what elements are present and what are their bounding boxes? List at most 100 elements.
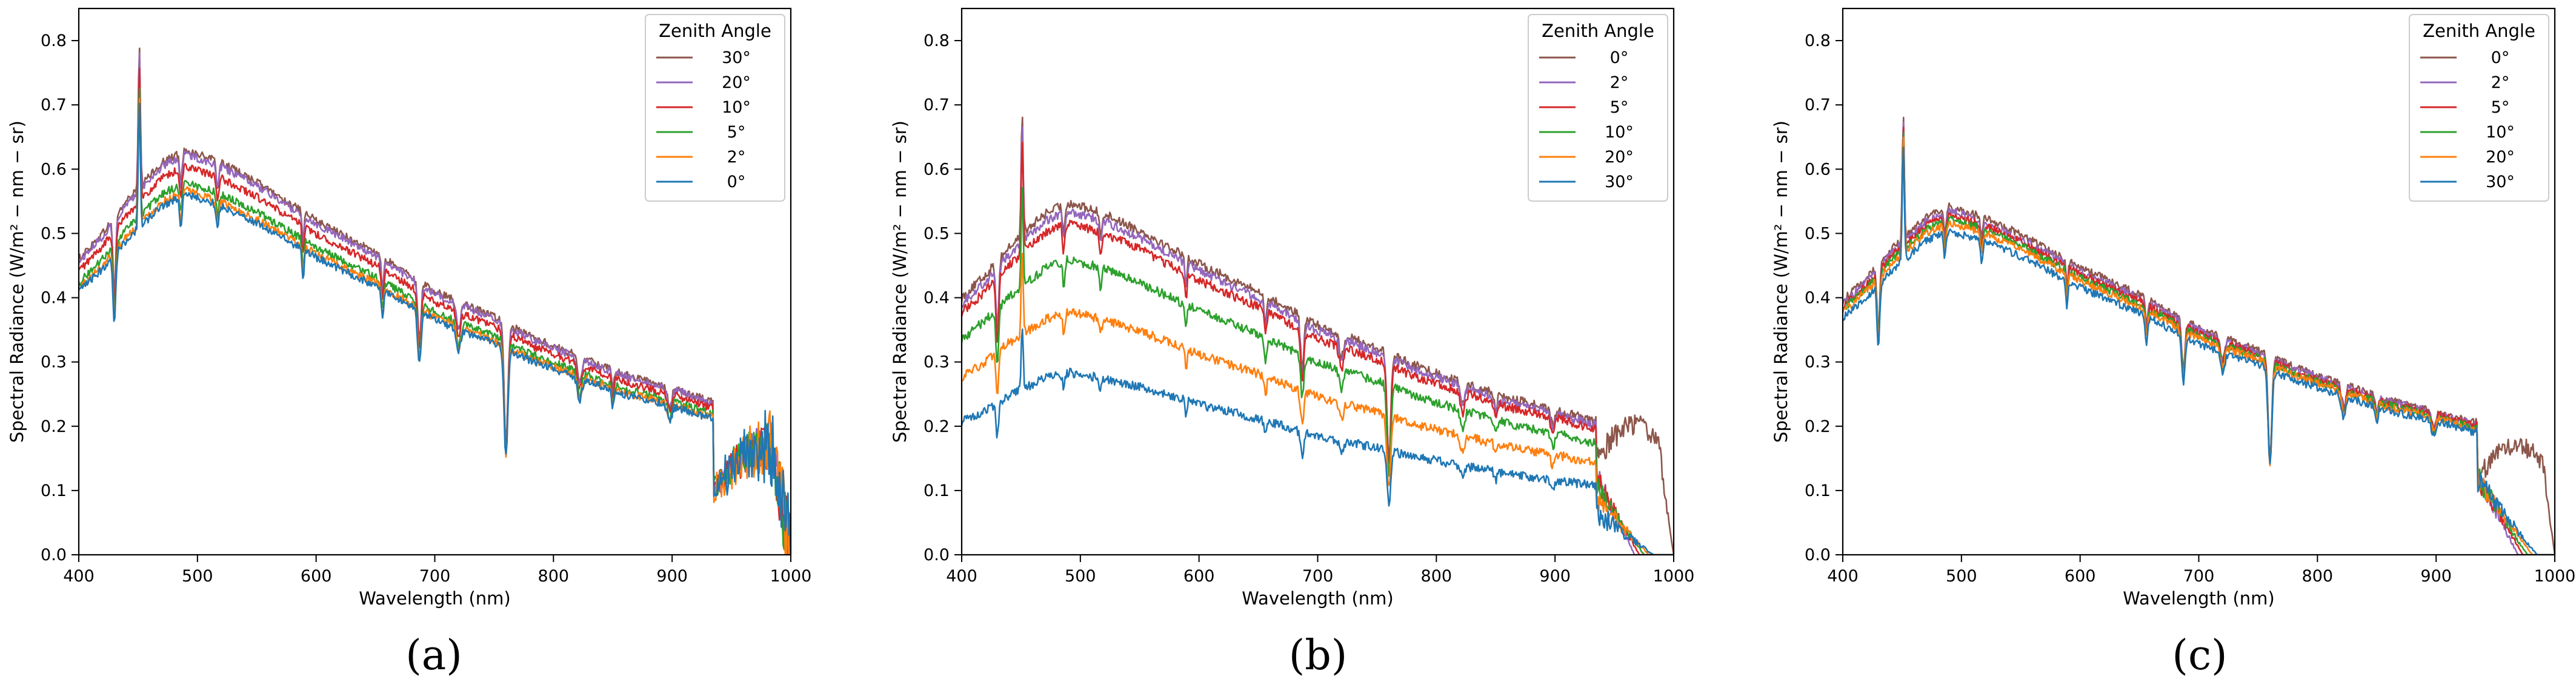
legend-box [1528, 14, 1668, 202]
chart-panel-c: 400 500 600 700 800 900 1000 0.0 0.1 0.2 0.3 0.4 0.5… [1771, 7, 2576, 680]
y-tick-label: 0.6 [1805, 160, 1831, 179]
x-tick-label: 1000 [1653, 567, 1695, 586]
y-axis-label: Spectral Radiance (W/m² − nm − sr) [7, 121, 27, 443]
legend-title: Zenith Angle [659, 21, 771, 41]
x-tick-label: 600 [1183, 567, 1215, 586]
legend-entry-label: 2° [1610, 73, 1629, 92]
x-tick-label: 1000 [2534, 567, 2576, 586]
legend-box [2409, 14, 2549, 202]
series-group [1843, 116, 2555, 555]
legend-entry-label: 10° [722, 98, 751, 117]
x-tick-label: 700 [419, 567, 451, 586]
y-tick-label: 0.2 [924, 417, 950, 436]
y-tick-label: 0.0 [41, 546, 67, 564]
x-tick-label: 400 [63, 567, 95, 586]
legend-entry-label: 20° [1605, 148, 1634, 167]
legend-entry-label: 20° [722, 73, 751, 92]
x-axis-label: Wavelength (nm) [1242, 588, 1394, 609]
legend-box [645, 14, 785, 202]
y-tick-label: 0.2 [41, 417, 67, 436]
x-tick-label: 400 [946, 567, 977, 586]
y-tick-label: 0.6 [924, 160, 950, 179]
legend-entry-label: 5° [727, 123, 746, 142]
y-tick-label: 0.2 [1805, 417, 1831, 436]
series-line-30deg [1843, 147, 2555, 555]
legend-entry-label: 10° [1605, 123, 1634, 142]
x-tick-label: 700 [2183, 567, 2215, 586]
y-tick-label: 0.4 [1805, 289, 1831, 308]
x-tick-label: 900 [2420, 567, 2452, 586]
x-tick-label: 400 [1827, 567, 1859, 586]
series-group [962, 116, 1674, 555]
y-axis-label: Spectral Radiance (W/m² − nm − sr) [890, 121, 910, 443]
legend: Zenith Angle 30° 20° 10° 5° 2° 0° [645, 14, 785, 202]
x-tick-label: 600 [301, 567, 332, 586]
chart-panel-a: 400 500 600 700 800 900 1000 0.0 0.1 0.2 0.3 0.4 0.5… [7, 7, 812, 680]
legend-entry-label: 0° [2491, 48, 2510, 67]
x-tick-label: 500 [182, 567, 213, 586]
x-tick-label: 500 [1065, 567, 1096, 586]
y-tick-label: 0.3 [41, 353, 67, 372]
legend: Zenith Angle 0° 2° 5° 10° 20° 30° [2409, 14, 2549, 202]
y-tick-label: 0.0 [924, 546, 950, 564]
legend-entry-label: 2° [2491, 73, 2510, 92]
y-tick-label: 0.0 [1805, 546, 1831, 564]
series-line-5deg [962, 141, 1674, 555]
panel-label: (a) [405, 632, 462, 680]
legend-entry-label: 0° [727, 173, 746, 191]
x-tick-label: 1000 [770, 567, 812, 586]
series-line-30deg [962, 328, 1674, 555]
x-tick-label: 700 [1302, 567, 1334, 586]
y-tick-label: 0.4 [41, 289, 67, 308]
series-line-20deg [962, 253, 1674, 555]
y-tick-label: 0.4 [924, 289, 950, 308]
series-line-0deg [79, 102, 791, 555]
legend-entry-label: 2° [727, 148, 746, 167]
x-tick-label: 800 [2302, 567, 2334, 586]
y-tick-label: 0.5 [1805, 224, 1831, 243]
y-tick-label: 0.8 [1805, 31, 1831, 50]
legend-title: Zenith Angle [2423, 21, 2535, 41]
x-tick-label: 800 [1421, 567, 1453, 586]
y-tick-label: 0.7 [924, 96, 950, 114]
y-tick-label: 0.3 [924, 353, 950, 372]
legend-entry-label: 0° [1610, 48, 1629, 67]
legend-entry-label: 30° [2486, 173, 2515, 191]
x-axis-label: Wavelength (nm) [2123, 588, 2275, 609]
panel-label: (c) [2172, 632, 2227, 680]
y-tick-label: 0.5 [41, 224, 67, 243]
y-tick-label: 0.1 [924, 481, 950, 500]
legend-title: Zenith Angle [1542, 21, 1654, 41]
series-group [79, 47, 791, 555]
legend-entry-label: 5° [1610, 98, 1629, 117]
y-tick-label: 0.1 [41, 481, 67, 500]
x-tick-label: 500 [1946, 567, 1977, 586]
series-line-10deg [79, 67, 791, 540]
y-tick-label: 0.3 [1805, 353, 1831, 372]
series-line-10deg [962, 187, 1674, 555]
y-tick-label: 0.8 [41, 31, 67, 50]
x-axis-label: Wavelength (nm) [359, 588, 511, 609]
y-tick-label: 0.6 [41, 160, 67, 179]
legend-entry-label: 20° [2486, 148, 2515, 167]
y-tick-label: 0.7 [1805, 96, 1831, 114]
legend-entry-label: 30° [722, 48, 751, 67]
legend-entry-label: 30° [1605, 173, 1634, 191]
y-tick-label: 0.7 [41, 96, 67, 114]
chart-panel-b: 400 500 600 700 800 900 1000 0.0 0.1 0.2 0.3 0.4 0.5… [890, 7, 1695, 680]
series-line-2deg [962, 127, 1674, 555]
x-tick-label: 600 [2065, 567, 2096, 586]
panel-label: (b) [1289, 632, 1348, 680]
y-tick-label: 0.8 [924, 31, 950, 50]
legend-entry-label: 10° [2486, 123, 2515, 142]
legend-entry-label: 5° [2491, 98, 2510, 117]
series-line-20deg [1843, 136, 2555, 555]
legend: Zenith Angle 0° 2° 5° 10° 20° 30° [1528, 14, 1668, 202]
y-tick-label: 0.5 [924, 224, 950, 243]
series-line-0deg [962, 116, 1674, 555]
y-axis-label: Spectral Radiance (W/m² − nm − sr) [1771, 121, 1791, 443]
y-tick-label: 0.1 [1805, 481, 1831, 500]
x-tick-label: 900 [1539, 567, 1571, 586]
